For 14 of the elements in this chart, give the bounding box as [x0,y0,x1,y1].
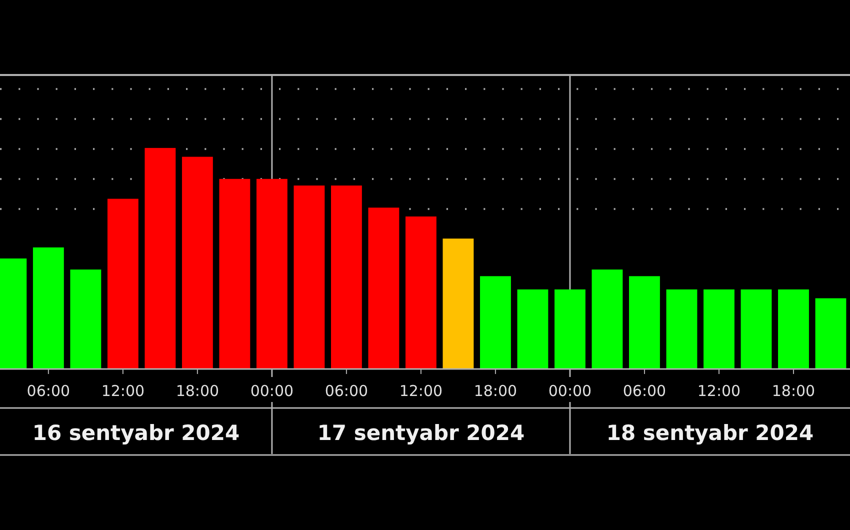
x-tick-label: 06:00 [26,382,70,400]
x-tick-label: 06:00 [324,382,368,400]
x-tick-label: 00:00 [250,382,294,400]
text: 17 sentyabr 2024 [317,421,525,445]
x-tick-label: 12:00 [697,382,741,400]
x-tick-label: 18:00 [772,382,816,400]
x-tick-label: 06:00 [622,382,666,400]
x-tick-label: 12:00 [101,382,145,400]
x-tick-label: 00:00 [548,382,592,400]
text: 18 sentyabr 2024 [606,421,814,445]
x-tick-label: 18:00 [176,382,220,400]
text: 16 sentyabr 2024 [32,421,240,445]
x-tick-label: 18:00 [474,382,518,400]
x-tick-label: 12:00 [399,382,443,400]
